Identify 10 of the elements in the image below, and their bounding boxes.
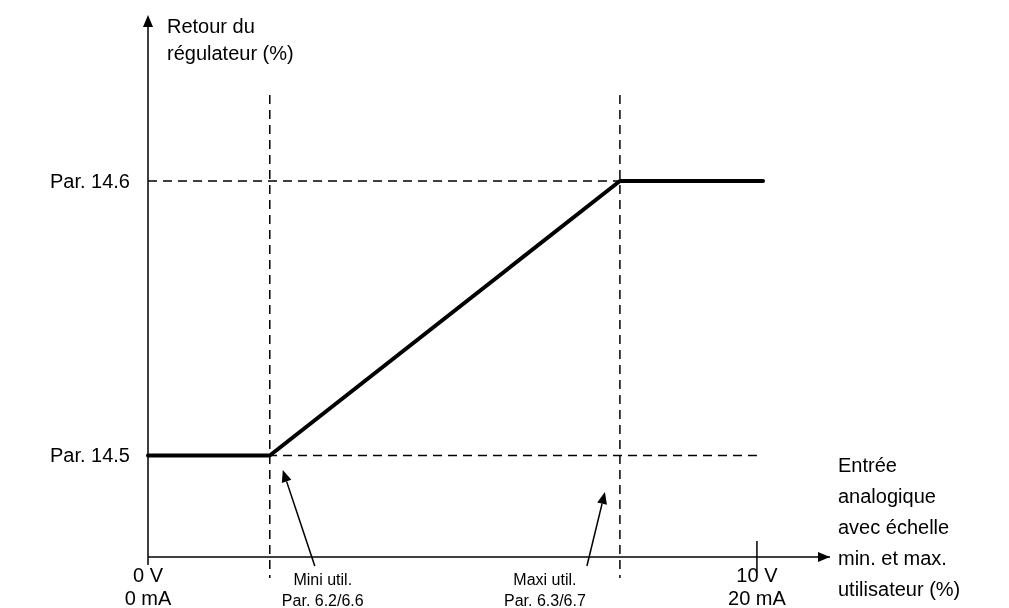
ref-line-label: Par. 14.6 (49, 170, 130, 192)
x-axis-title: Entrée analogique avec échelle min. et max. utilisateur (%) (838, 454, 961, 600)
x-tick-label: 10 V (736, 564, 779, 586)
text: Mini util. Par. 6.2/6.6 (281, 571, 364, 608)
x-tick-label: 0 V (132, 564, 164, 586)
x2-tick-label: 0 mA (124, 587, 172, 608)
text: Retour du régulateur (%) (167, 15, 294, 64)
x2-tick-label: 20 mA (728, 587, 787, 608)
text: Maxi util. Par. 6.3/6.7 (504, 571, 586, 608)
ref-line-label: Par. 14.5 (49, 444, 130, 467)
